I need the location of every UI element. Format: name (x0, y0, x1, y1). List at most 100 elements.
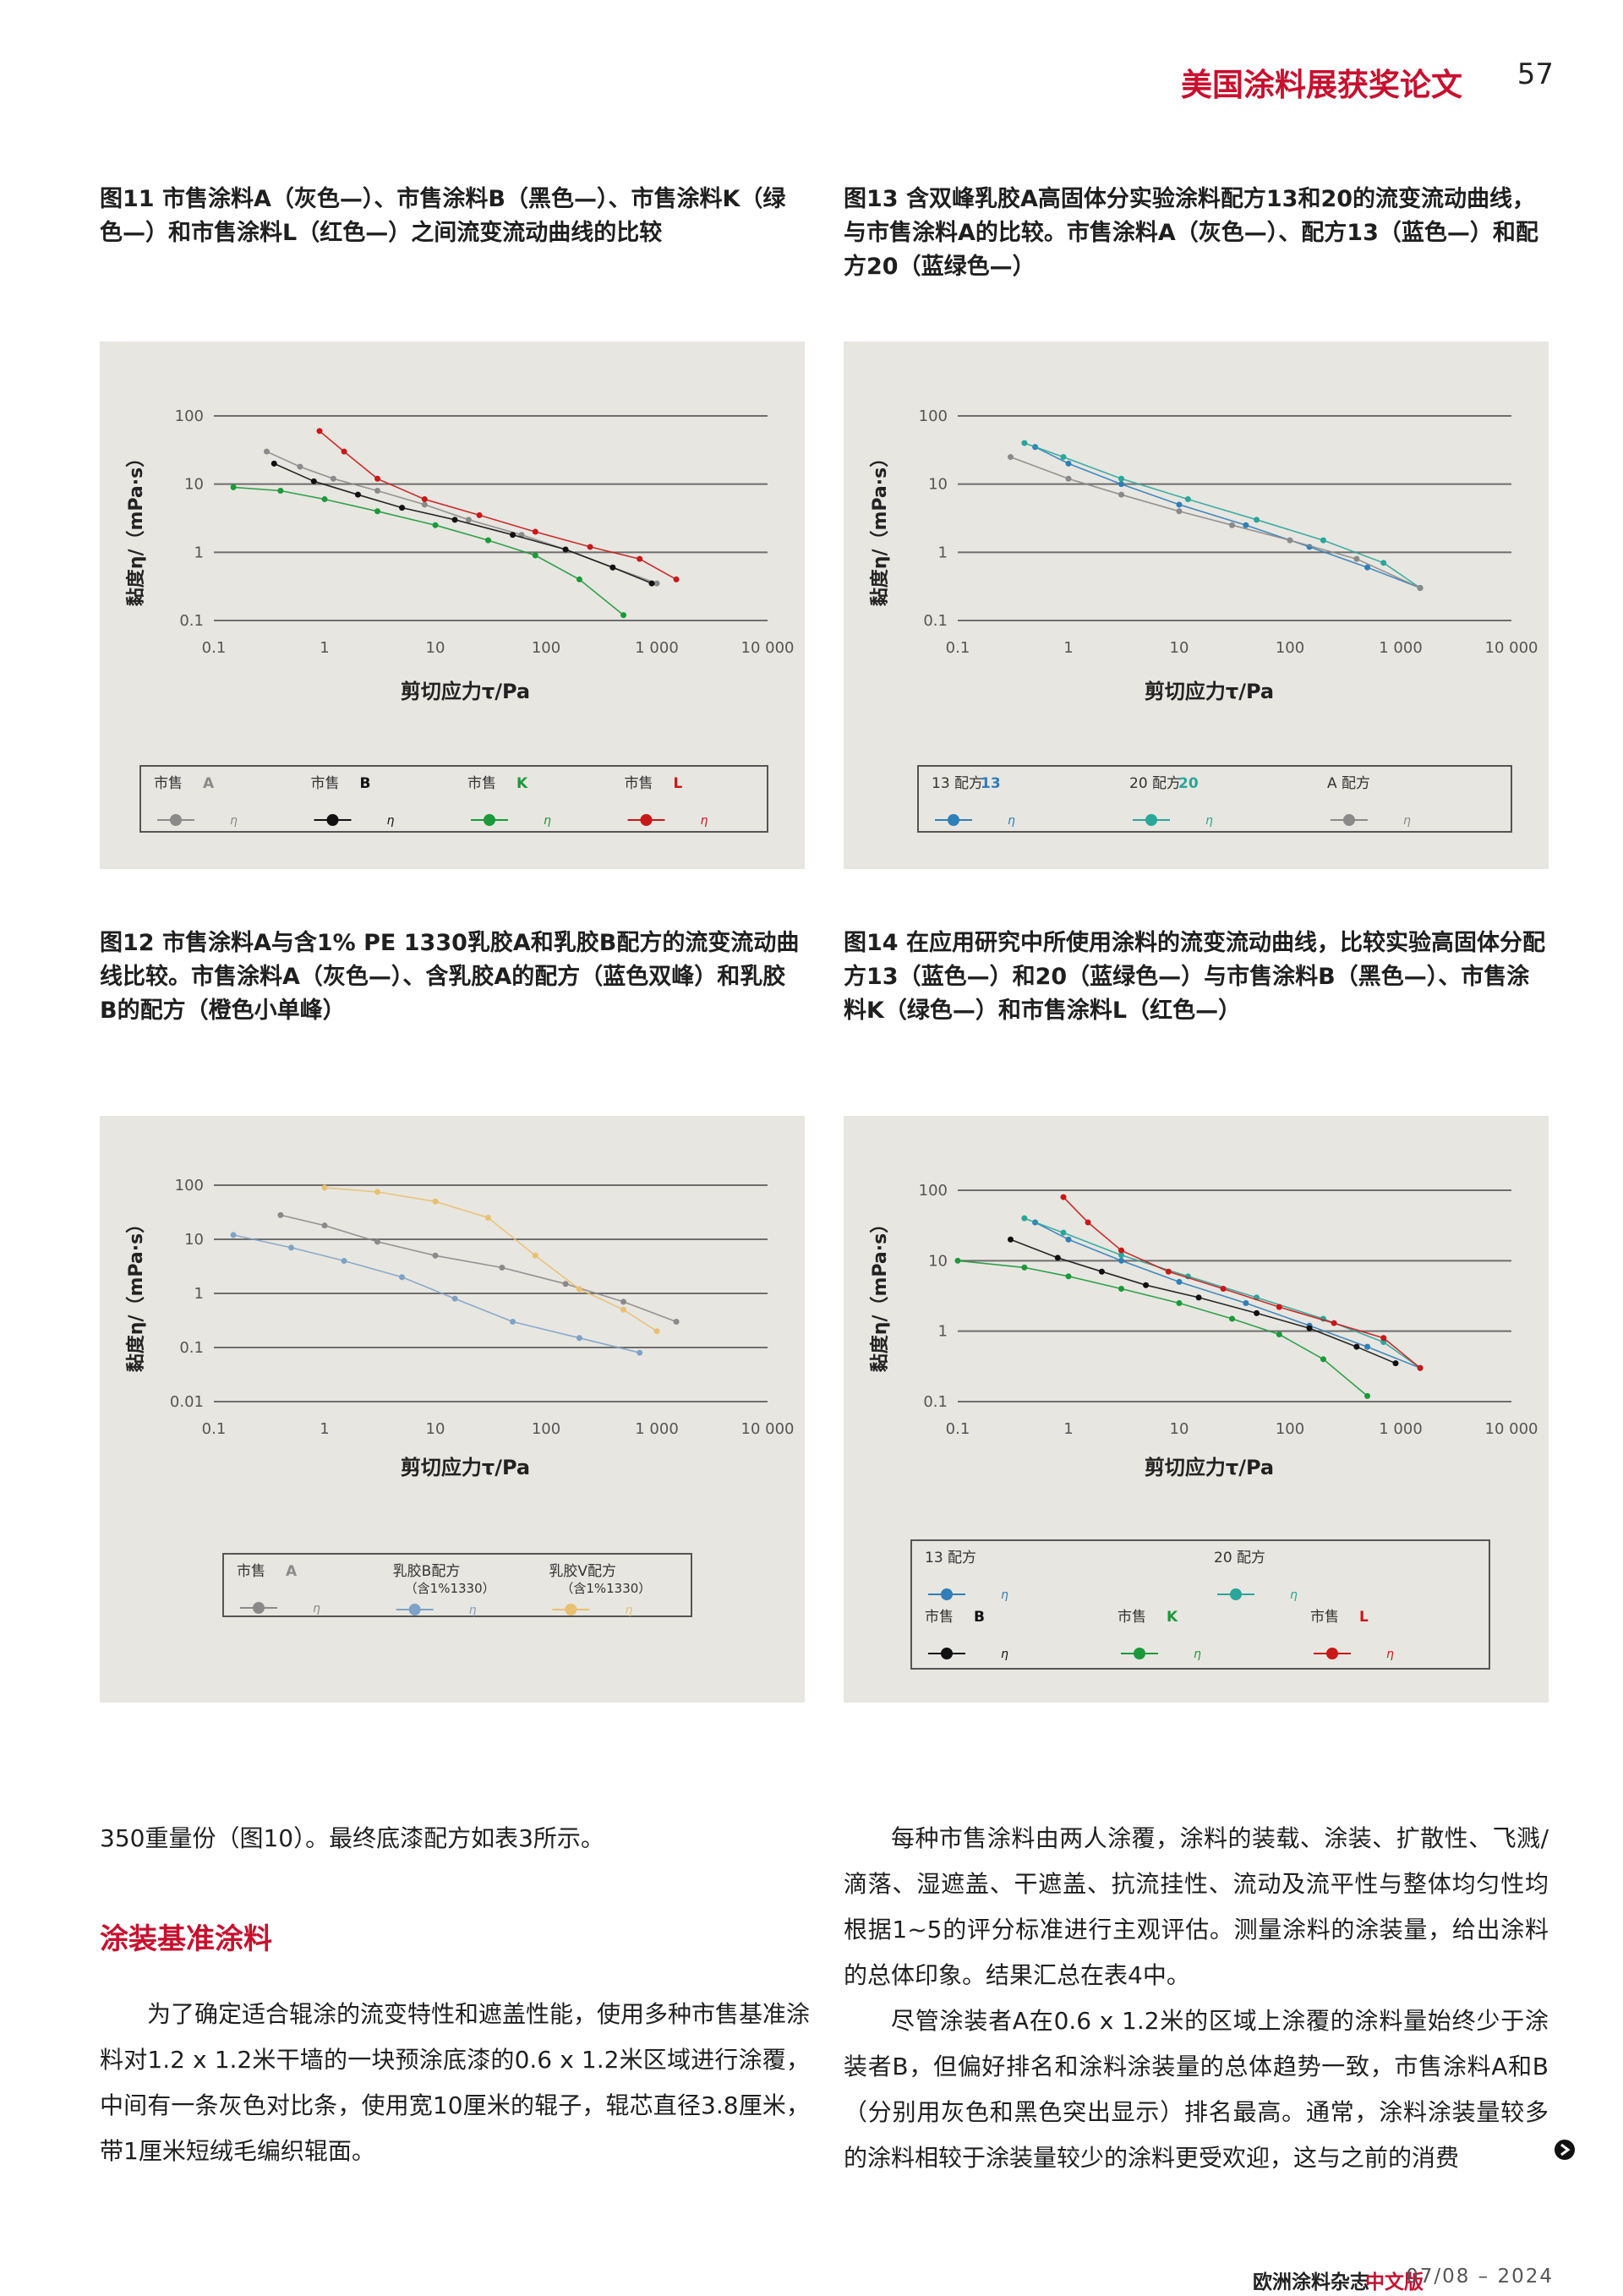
legend-eta: η (1008, 814, 1015, 828)
series-line-乳胶V配方 (324, 1187, 658, 1332)
continue-arrow-icon[interactable] (1554, 2139, 1576, 2161)
figure-13-chart: 100 10 1 0.1 0.1 1 10 100 1 000 10 000 黏度η/（mPa·s）… (869, 407, 1538, 833)
data-point-13 (1118, 481, 1125, 488)
x-tick-label: 10 000 (1485, 639, 1538, 657)
y-tick-label: 10 (184, 476, 204, 494)
data-point-B (270, 460, 277, 467)
data-point-L (587, 544, 593, 550)
data-point-乳胶V配方 (532, 1252, 538, 1259)
data-point-L (341, 448, 347, 455)
data-point-K (954, 1257, 961, 1264)
series-line-A (266, 451, 658, 584)
running-header-title: 美国涂料展获奖论文 (1181, 67, 1462, 103)
legend-swatch-marker (326, 814, 339, 826)
legend-accent: L (674, 775, 683, 792)
legend-swatch-marker (1343, 814, 1355, 826)
y-tick-label: 100 (175, 1177, 204, 1194)
legend-accent: B (360, 775, 371, 792)
y-axis-label: 黏度η/（mPa·s） (869, 1215, 891, 1372)
data-point-13 (1364, 564, 1371, 571)
data-point-L (1220, 1285, 1227, 1292)
y-tick-label: 0.01 (170, 1393, 204, 1411)
legend-accent: B (974, 1609, 985, 1626)
footer-date: 07/08 – 2024 (1406, 2266, 1554, 2288)
legend-label: 市售 (1118, 1609, 1146, 1626)
data-point-B (1392, 1360, 1399, 1367)
legend-accent: K (1167, 1609, 1178, 1626)
data-point-市售A (374, 1238, 381, 1245)
data-point-13 (1118, 1257, 1125, 1264)
figure-14-panel: 100 10 1 0.1 0.1 1 10 100 1 000 10 000 黏度η/（mPa·s）… (844, 1116, 1549, 1703)
data-point-L (1085, 1219, 1091, 1226)
y-tick-label: 1 (938, 544, 948, 561)
legend-swatch-marker (948, 814, 959, 826)
y-tick-label: 100 (175, 407, 204, 425)
figure-11-chart: 100 10 1 0.1 0.1 1 10 100 1 000 10 000 黏度η/（mPa·s）… (125, 407, 795, 833)
x-tick-label: 1 000 (1379, 1420, 1423, 1438)
data-point-乳胶V配方 (620, 1306, 627, 1313)
data-point-A (421, 501, 428, 508)
data-point-20 (1118, 1252, 1125, 1259)
data-point-B (1143, 1282, 1150, 1288)
data-point-K (1276, 1331, 1282, 1337)
right-paragraph-2: 尽管涂装者A在0.6 x 1.2米的区域上涂覆的涂料量始终少于涂装者B，但偏好排… (844, 2007, 1549, 2172)
data-point-乳胶V配方 (321, 1184, 328, 1191)
legend-sublabel: （含1%1330） (560, 1581, 651, 1596)
x-tick-label: 1 000 (635, 1420, 679, 1438)
x-tick-label: 0.1 (946, 639, 970, 657)
data-point-B (510, 532, 516, 538)
data-point-B (1098, 1268, 1105, 1275)
figure-12-caption: 图12 市售涂料A与含1% PE 1330乳胶A和乳胶B配方的流变流动曲线比较。… (100, 930, 800, 1024)
legend-accent: L (1359, 1609, 1369, 1626)
legend-swatch-marker (1134, 1648, 1145, 1659)
data-point-A (1229, 522, 1236, 528)
data-point-A (1176, 508, 1183, 515)
legend-swatch-marker (484, 814, 495, 826)
series-line-乳胶B配方 (232, 1234, 640, 1353)
data-point-L (1380, 1335, 1387, 1342)
data-point-乳胶B配方 (637, 1349, 643, 1356)
y-tick-label: 1 (194, 1285, 204, 1303)
data-point-L (532, 528, 538, 535)
figure-14-chart: 100 10 1 0.1 0.1 1 10 100 1 000 10 000 黏度η/（mPa·s）… (869, 1182, 1538, 1670)
data-point-K (1021, 1264, 1028, 1271)
legend-sublabel: （含1%1330） (405, 1581, 495, 1596)
x-tick-label: 100 (532, 1420, 560, 1438)
legend-label: A 配方 (1327, 775, 1370, 792)
data-point-L (1165, 1268, 1172, 1275)
x-tick-label: 10 (426, 639, 445, 657)
data-point-乳胶V配方 (485, 1215, 492, 1222)
legend-label: 市售 (625, 775, 653, 792)
x-tick-label: 10 (1170, 639, 1189, 657)
data-point-乳胶B配方 (230, 1232, 237, 1238)
section-heading: 涂装基准涂料 (100, 1922, 272, 1956)
y-tick-label: 0.1 (179, 612, 204, 630)
series-line-市售A (280, 1214, 677, 1323)
data-point-L (316, 428, 323, 435)
x-tick-label: 10 000 (1485, 1420, 1538, 1438)
legend-swatch-marker (408, 1604, 421, 1615)
figure-12-chart: 100 10 1 0.1 0.01 0.1 1 10 100 1 000 10 000 黏度η/（mP… (125, 1177, 794, 1617)
data-point-L (374, 475, 381, 482)
legend-eta: η (1386, 1648, 1394, 1661)
x-axis-label: 剪切应力τ/Pa (1145, 1456, 1274, 1479)
data-point-B (451, 517, 458, 523)
data-point-市售A (432, 1252, 439, 1259)
data-point-B (1008, 1236, 1014, 1243)
data-point-L (1060, 1194, 1067, 1200)
legend-label: 市售 (1310, 1609, 1339, 1626)
legend-swatch-marker (941, 1648, 953, 1659)
right-paragraph-1: 每种市售涂料由两人涂覆，涂料的装载、涂装、扩散性、飞溅/滴落、湿遮盖、干遮盖、抗… (844, 1824, 1549, 1989)
figure-13-panel: 100 10 1 0.1 0.1 1 10 100 1 000 10 000 黏度η/（mPa·s）… (844, 342, 1549, 869)
data-point-A (330, 475, 336, 482)
legend-eta: η (1194, 1648, 1201, 1661)
legend-accent: 20 (1178, 775, 1199, 792)
x-tick-label: 0.1 (202, 639, 227, 657)
x-tick-label: 10 000 (741, 639, 795, 657)
data-point-K (230, 484, 237, 490)
data-point-20 (1060, 1229, 1067, 1236)
legend-box (917, 765, 1512, 833)
data-point-乳胶B配方 (288, 1244, 295, 1251)
data-point-B (1306, 1325, 1313, 1331)
data-point-L (421, 496, 428, 503)
